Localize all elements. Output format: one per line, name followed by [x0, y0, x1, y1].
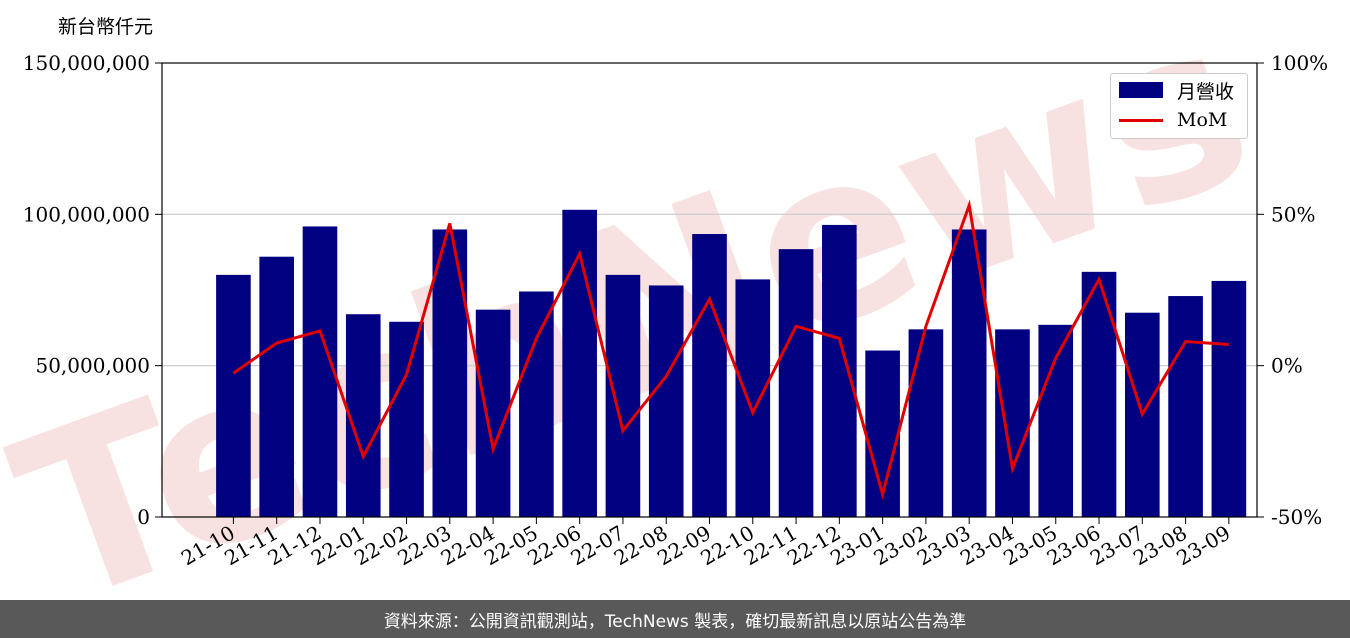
bar-22-02 [389, 321, 424, 517]
bar-22-11 [778, 249, 814, 517]
bar-22-04 [475, 309, 511, 517]
y-axis-unit-label: 新台幣仟元 [58, 16, 154, 38]
y-left-tick-label: 100,000,000 [23, 202, 150, 226]
revenue-bars [216, 209, 1247, 518]
bar-22-03 [432, 229, 468, 517]
legend: 月營收 MoM [1110, 73, 1248, 139]
y-left-tick-label: 0 [137, 505, 150, 529]
legend-item-revenue: 月營收 [1119, 78, 1235, 103]
bar-23-02 [908, 329, 944, 517]
mom-line [232, 199, 1230, 501]
bar-23-08 [1168, 296, 1203, 517]
bar-23-05 [1038, 324, 1074, 517]
legend-label-revenue: 月營收 [1177, 80, 1235, 103]
chart-canvas: TechNews 050,000,000100,000,000150,000,0… [0, 0, 1328, 600]
bar-22-05 [519, 291, 554, 517]
footer-text: 資料來源：公開資訊觀測站，TechNews 製表，確切最新訊息以原站公告為準 [383, 611, 967, 632]
y-left-tick-label: 150,000,000 [23, 51, 150, 75]
bar-22-10 [735, 279, 771, 517]
bar-23-06 [1081, 271, 1117, 517]
bar-22-08 [648, 285, 684, 517]
bar-21-11 [259, 256, 295, 517]
bar-21-10 [216, 274, 251, 517]
y-right-tick-label: 50% [1271, 202, 1315, 226]
bar-22-07 [605, 274, 641, 517]
y-right-tick-label: -50% [1271, 505, 1322, 529]
bar-22-06 [562, 209, 597, 517]
y-axis-right: -50% 0% 50% 100% [1257, 51, 1328, 529]
legend-swatch-bar [1119, 82, 1163, 98]
legend-item-mom: MoM [1119, 108, 1227, 132]
bar-22-01 [345, 314, 381, 517]
bar-23-04 [995, 329, 1030, 517]
source-footer: 資料來源：公開資訊觀測站，TechNews 製表，確切最新訊息以原站公告為準 [0, 600, 1350, 638]
y-right-tick-label: 0% [1271, 354, 1303, 378]
y-axis-left: 0 50,000,000 100,000,000 150,000,000 [23, 51, 162, 529]
y-left-tick-label: 50,000,000 [35, 354, 150, 378]
bar-21-12 [302, 226, 338, 517]
mom-polyline [232, 199, 1230, 501]
bar-22-12 [822, 224, 857, 517]
bar-23-09 [1211, 280, 1247, 517]
legend-label-mom: MoM [1177, 109, 1228, 131]
y-right-tick-label: 100% [1271, 51, 1328, 75]
legend-swatch-line [1119, 118, 1163, 122]
bar-22-09 [692, 234, 727, 518]
